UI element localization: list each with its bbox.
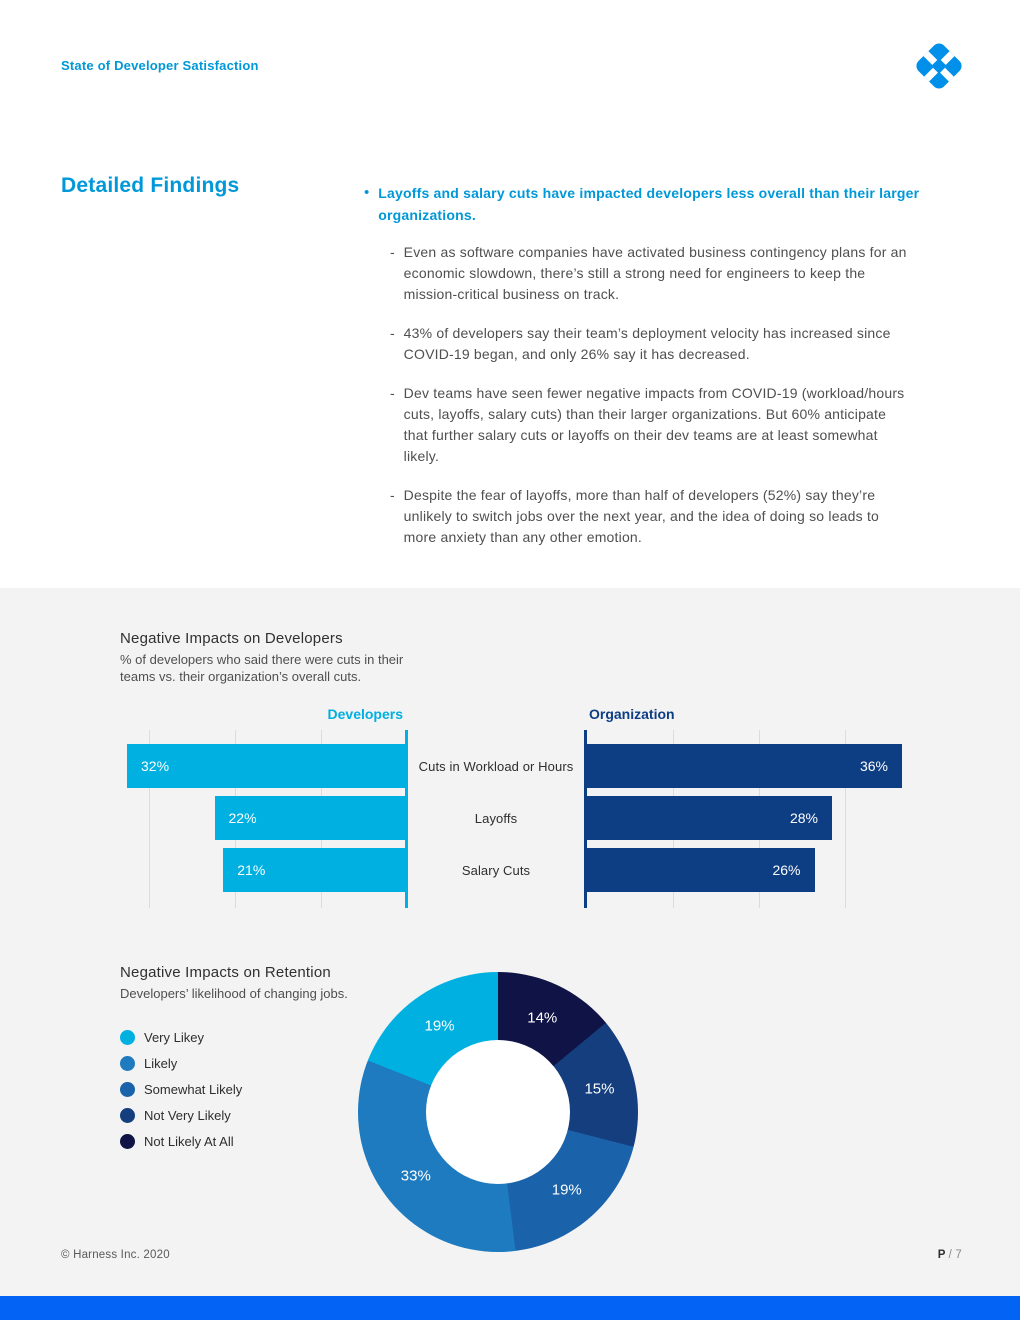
legend-label: Not Likely At All [144, 1133, 234, 1149]
donut-value-label: 33% [400, 1167, 431, 1185]
finding-point: - Despite the fear of layoffs, more than … [390, 485, 930, 548]
donut-value-label: 14% [527, 1009, 558, 1027]
category-label: Layoffs [474, 810, 518, 826]
donut-hole [426, 1040, 570, 1184]
legend-item: Very Likey [120, 1024, 242, 1050]
finding-point-text: Despite the fear of layoffs, more than h… [403, 487, 880, 545]
bottom-accent-bar [0, 1296, 1020, 1320]
copyright-text: © Harness Inc. 2020 [61, 1249, 170, 1261]
donut-value-label: 19% [424, 1017, 455, 1035]
finding-point-text: Even as software companies have activate… [403, 244, 907, 302]
harness-logo-icon [913, 40, 965, 92]
donut-chart-wrap: 14% 15% 19% 33% 19% [358, 972, 638, 1252]
donut-value-label: 15% [584, 1080, 615, 1098]
finding-point-text: 43% of developers say their team’s deplo… [403, 325, 891, 362]
tornado-rows: 32% Cuts in Workload or Hours 36% 22% Layoff… [120, 730, 902, 892]
organization-series-label: Organization [589, 706, 675, 722]
tornado-row: 22% Layoffs 28% [120, 796, 902, 840]
legend-item: Somewhat Likely [120, 1076, 242, 1102]
finding-points: - Even as software companies have activat… [364, 242, 930, 548]
legend-label: Very Likey [144, 1029, 204, 1045]
dot-bullet-icon: • [364, 184, 370, 201]
report-brand-title: State of Developer Satisfaction [61, 58, 259, 73]
lead-finding-text: Layoffs and salary cuts have impacted de… [378, 185, 920, 223]
page-number-value: / 7 [948, 1249, 962, 1261]
organization-bar-value: 28% [789, 810, 818, 826]
organization-bar: 28% [587, 796, 832, 840]
chart1-title: Negative Impacts on Developers [120, 630, 343, 647]
developers-bar-value: 32% [141, 758, 170, 774]
tornado-chart: Developers Organization 32% Cuts in Workl… [120, 706, 902, 908]
legend-item: Likely [120, 1050, 242, 1076]
tornado-row: 32% Cuts in Workload or Hours 36% [120, 744, 902, 788]
tornado-header-spacer [407, 706, 585, 730]
developers-bar: 22% [214, 796, 407, 840]
page-number: P/ 7 [938, 1249, 962, 1261]
legend-dot-icon [120, 1029, 135, 1045]
chart2-subtitle: Developers’ likelihood of changing jobs. [120, 986, 348, 1001]
legend-dot-icon [120, 1055, 135, 1071]
legend-dot-icon [120, 1133, 135, 1149]
category-label: Salary Cuts [461, 862, 531, 878]
legend-dot-icon [120, 1107, 135, 1123]
lead-finding: • Layoffs and salary cuts have impacted … [364, 182, 930, 226]
page-number-label: P [937, 1249, 946, 1261]
legend-label: Somewhat Likely [144, 1081, 243, 1097]
tornado-header: Developers Organization [120, 706, 902, 730]
legend-dot-icon [120, 1081, 135, 1097]
dash-bullet-icon: - [390, 325, 395, 341]
developers-bar: 32% [127, 744, 407, 788]
dash-bullet-icon: - [390, 487, 395, 503]
developers-bar-value: 21% [237, 862, 266, 878]
finding-point: - Even as software companies have activat… [390, 242, 930, 305]
dash-bullet-icon: - [390, 385, 395, 401]
organization-bar: 36% [587, 744, 902, 788]
developers-series-label: Developers [327, 706, 403, 722]
chart2-title: Negative Impacts on Retention [120, 964, 331, 981]
chart1-subtitle: % of developers who said there were cuts… [120, 652, 404, 684]
finding-point-text: Dev teams have seen fewer negative impac… [403, 385, 905, 464]
organization-bar-value: 36% [859, 758, 888, 774]
legend-item: Not Very Likely [120, 1102, 242, 1128]
finding-point: - Dev teams have seen fewer negative impa… [390, 383, 930, 467]
legend-item: Not Likely At All [120, 1128, 242, 1154]
organization-bar: 26% [587, 848, 815, 892]
finding-point: -43% of developers say their team’s depl… [390, 323, 930, 365]
dash-bullet-icon: - [390, 244, 395, 260]
page-title: Detailed Findings [61, 174, 240, 197]
donut-legend: Very Likey Likely Somewhat Likely Not Very … [120, 1024, 242, 1154]
developers-bar: 21% [223, 848, 407, 892]
tornado-row: 21% Salary Cuts 26% [120, 848, 902, 892]
findings-block: • Layoffs and salary cuts have impacted … [364, 182, 930, 566]
legend-label: Not Very Likely [144, 1107, 231, 1123]
developers-bar-value: 22% [228, 810, 257, 826]
category-label: Cuts in Workload or Hours [418, 758, 574, 774]
organization-bar-value: 26% [772, 862, 801, 878]
donut-value-label: 19% [551, 1181, 582, 1199]
legend-label: Likely [144, 1055, 178, 1071]
logo-diamond-shape [913, 40, 965, 92]
